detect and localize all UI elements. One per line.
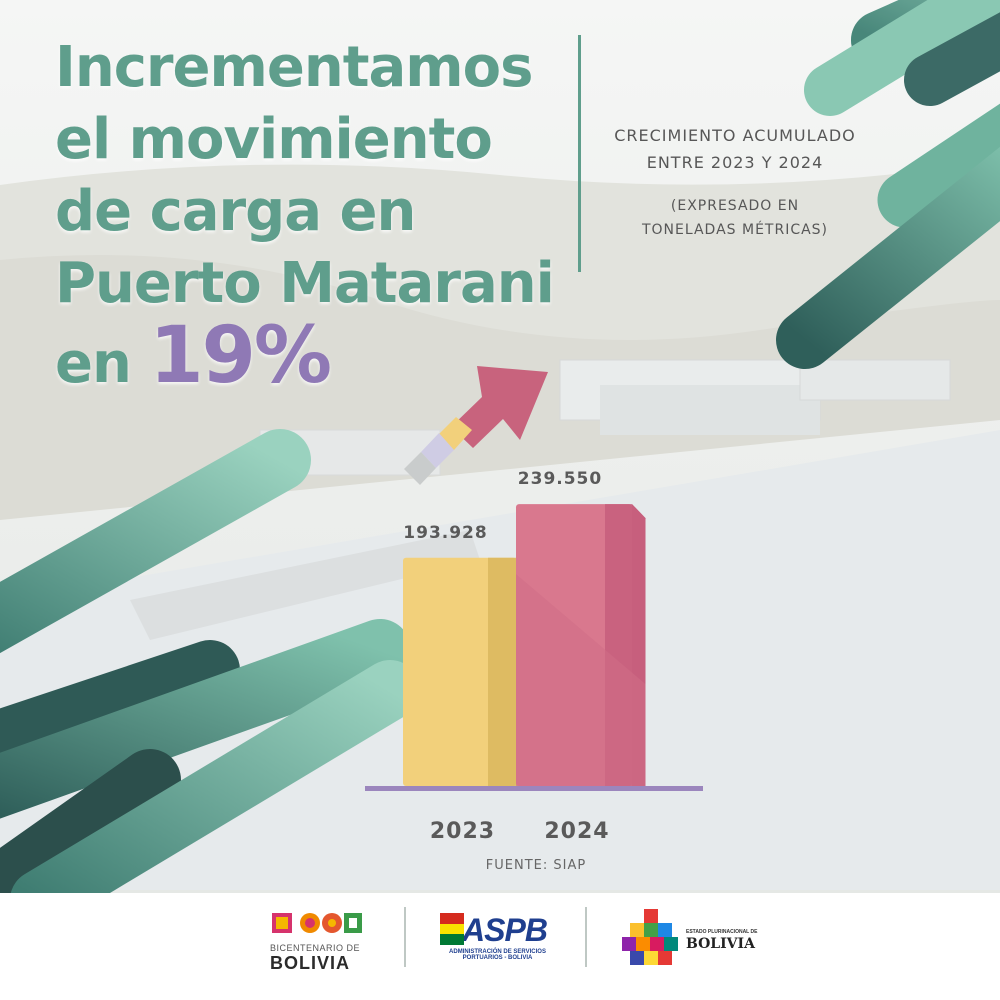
aspb-title: ASPB [462, 912, 548, 948]
footer: BICENTENARIO DE BOLIVIA ASPB ADMINISTRAC… [0, 893, 1000, 1000]
value-label-2024: 239.550 [518, 469, 602, 489]
chart-baseline [365, 786, 703, 791]
footer-divider-2 [585, 907, 587, 967]
aspb-line-1: ADMINISTRACIÓN DE SERVICIOS [449, 949, 546, 955]
bicentenario-line-1: BICENTENARIO DE [270, 943, 361, 953]
subtitle-line-2: ENTRE 2023 Y 2024 [646, 153, 824, 172]
headline-line-1: Incrementamos [55, 35, 533, 100]
estado-line-1: ESTADO PLURINACIONAL DE [686, 929, 758, 935]
estado-plurinacional-mosaic-icon [622, 909, 678, 965]
category-label-2023: 2023 [430, 819, 495, 844]
estado-line-2: BOLIVIA [686, 936, 755, 952]
headline-line-4: Puerto Matarani [55, 251, 555, 316]
value-label-2023: 193.928 [403, 523, 487, 543]
aspb-line-2: PORTUARIOS - BOLIVIA [462, 955, 533, 961]
footer-divider-1 [404, 907, 406, 967]
unit-note-line-1: (EXPRESADO EN [670, 198, 800, 214]
source-note: FUENTE: SIAP [485, 858, 587, 873]
unit-note: (EXPRESADO EN TONELADAS MÉTRICAS) [590, 194, 880, 242]
headline-line-2: el movimiento [55, 107, 493, 172]
aspb-flag-icon [440, 913, 464, 945]
headline: Incrementamos el movimiento de carga en … [55, 32, 555, 400]
bar-shadow-2024 [516, 574, 646, 786]
bicentenario-logo: BICENTENARIO DE BOLIVIA [270, 911, 370, 974]
bar-2023 [403, 557, 516, 786]
bicentenario-line-2: BOLIVIA [270, 953, 351, 973]
bicentenario-emblem-icon [272, 913, 362, 933]
category-label-2024: 2024 [544, 819, 609, 844]
headline-line-3: de carga en [55, 179, 416, 244]
vertical-divider [578, 35, 581, 272]
aspb-logo: ASPB ADMINISTRACIÓN DE SERVICIOS PORTUAR… [440, 913, 555, 961]
subtitle-line-1: CRECIMIENTO ACUMULADO [614, 126, 856, 145]
unit-note-line-2: TONELADAS MÉTRICAS) [641, 222, 829, 238]
headline-line-5: en 19% [55, 317, 554, 400]
subtitle: CRECIMIENTO ACUMULADO ENTRE 2023 Y 2024 [590, 122, 880, 176]
headline-prefix: en [55, 331, 132, 396]
headline-percent: 19% [149, 311, 332, 401]
